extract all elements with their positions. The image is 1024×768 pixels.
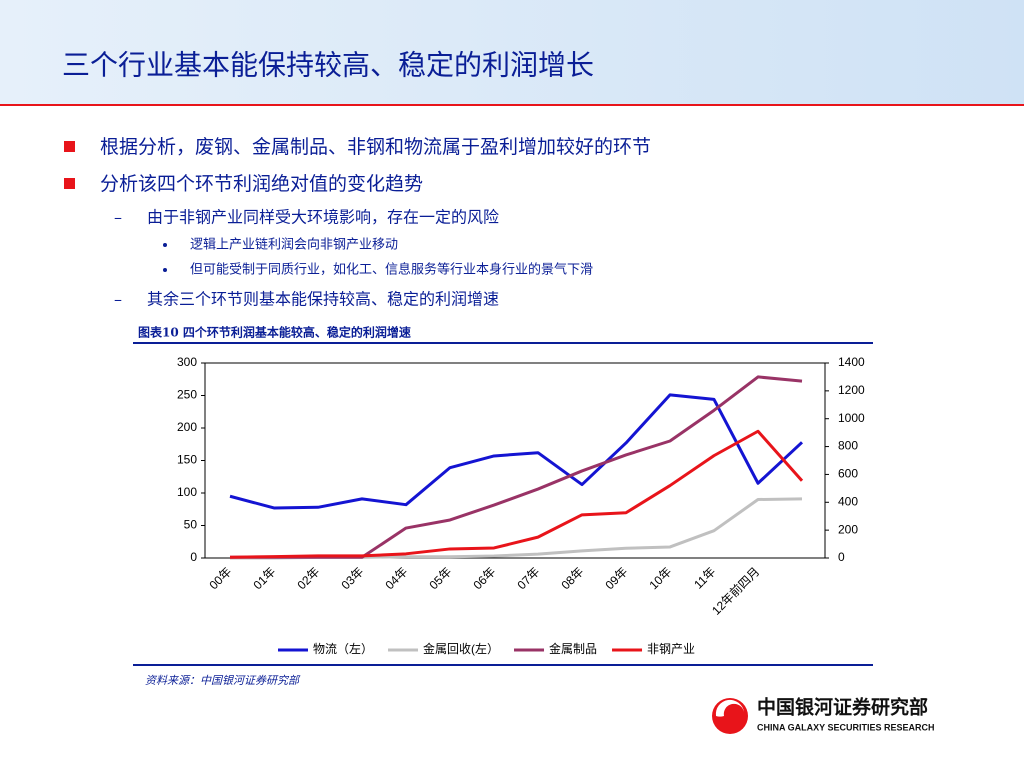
series-line bbox=[229, 429, 804, 559]
x-tick-label: 03年 bbox=[339, 564, 367, 592]
x-tick-label: 11年 bbox=[691, 564, 718, 591]
dash: – bbox=[114, 208, 122, 227]
y2-tick-label: 400 bbox=[838, 494, 858, 508]
y-tick-label: 300 bbox=[177, 355, 197, 369]
x-tick-label: 10年 bbox=[647, 564, 675, 592]
y-tick-label: 200 bbox=[177, 420, 197, 434]
sub-bullet-text: 其余三个环节则基本能保持较高、稳定的利润增速 bbox=[147, 290, 499, 309]
x-tick-label: 07年 bbox=[515, 564, 543, 592]
y-tick-label: 100 bbox=[177, 485, 197, 499]
y2-tick-label: 600 bbox=[838, 467, 858, 481]
y2-tick-label: 1000 bbox=[838, 411, 865, 425]
bullet bbox=[64, 178, 75, 189]
legend-label: 物流（左） bbox=[313, 641, 373, 656]
logo-swirl bbox=[715, 699, 744, 717]
logo: 中国银河证券研究部 CHINA GALAXY SECURITIES RESEAR… bbox=[712, 696, 935, 734]
y2-tick-label: 800 bbox=[838, 439, 858, 453]
x-tick-label: 12年前四月 bbox=[708, 564, 762, 618]
y2-tick-label: 200 bbox=[838, 522, 858, 536]
bullet-text: 分析该四个环节利润绝对值的变化趋势 bbox=[100, 173, 423, 195]
x-tick-label: 05年 bbox=[427, 564, 455, 592]
sub-sub-bullet-text: 但可能受制于同质行业，如化工、信息服务等行业本身行业的景气下滑 bbox=[190, 262, 593, 278]
logo-name: 中国银河证券研究部 bbox=[757, 696, 928, 719]
bullet bbox=[64, 141, 75, 152]
x-tick-label: 01年 bbox=[251, 564, 279, 592]
header-band bbox=[0, 0, 1024, 104]
x-tick-label: 00年 bbox=[207, 564, 235, 592]
dot bbox=[163, 243, 167, 247]
y-tick-label: 250 bbox=[177, 388, 197, 402]
chart-title: 图表10 四个环节利润基本能较高、稳定的利润增速 bbox=[138, 325, 411, 340]
y2-tick-label: 1200 bbox=[838, 383, 865, 397]
y2-tick-label: 1400 bbox=[838, 355, 865, 369]
bullet-text: 根据分析，废钢、金属制品、非钢和物流属于盈利增加较好的环节 bbox=[100, 136, 651, 158]
y2-tick-label: 0 bbox=[838, 550, 845, 564]
dot bbox=[163, 268, 167, 272]
sub-bullet-text: 由于非钢产业同样受大环境影响，存在一定的风险 bbox=[147, 208, 499, 227]
legend-label: 非钢产业 bbox=[647, 642, 695, 656]
x-tick-label: 08年 bbox=[559, 564, 587, 592]
y-tick-label: 50 bbox=[184, 518, 198, 532]
sub-sub-bullet-text: 逻辑上产业链利润会向非钢产业移动 bbox=[190, 237, 398, 253]
y-tick-label: 150 bbox=[177, 453, 197, 467]
legend-label: 金属制品 bbox=[549, 641, 597, 656]
y-tick-label: 0 bbox=[190, 550, 197, 564]
x-tick-label: 02年 bbox=[295, 564, 323, 592]
x-tick-label: 04年 bbox=[383, 564, 411, 592]
dash: – bbox=[114, 290, 122, 309]
logo-english: CHINA GALAXY SECURITIES RESEARCH bbox=[757, 722, 935, 732]
plot-frame bbox=[204, 362, 826, 559]
source: 资料来源：中国银河证券研究部 bbox=[145, 674, 301, 687]
slide-title: 三个行业基本能保持较高、稳定的利润增长 bbox=[62, 49, 594, 82]
series-line bbox=[229, 393, 804, 510]
x-tick-label: 06年 bbox=[471, 564, 499, 592]
x-tick-label: 09年 bbox=[603, 564, 631, 592]
legend-label: 金属回收(左） bbox=[423, 641, 499, 656]
